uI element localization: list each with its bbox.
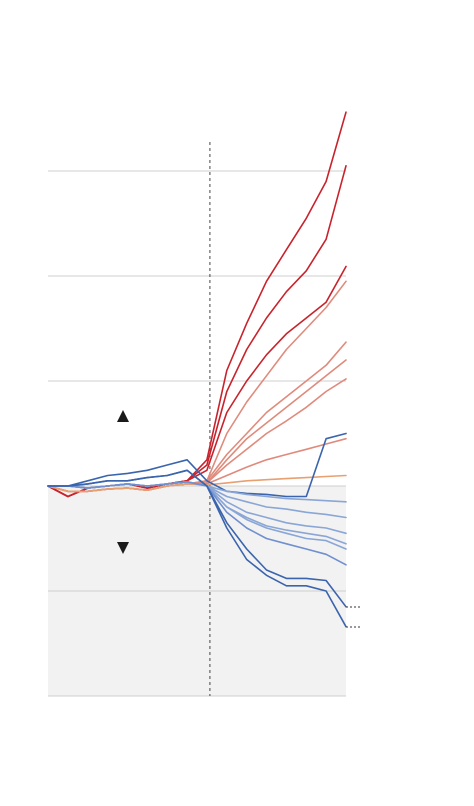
series-line (47, 359, 347, 493)
up-arrow (117, 410, 129, 422)
down-arrow (117, 542, 129, 554)
series-line (47, 165, 347, 498)
series-line (47, 280, 347, 493)
series-line (47, 481, 347, 566)
series-line (47, 111, 347, 498)
series-line (47, 341, 347, 493)
series-line (47, 469, 347, 628)
series-line (47, 432, 347, 498)
